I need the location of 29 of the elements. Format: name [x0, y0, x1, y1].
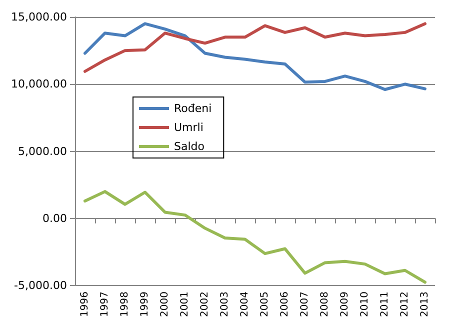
line-series	[83, 22, 426, 73]
x-tick-label: 2006	[279, 292, 290, 318]
x-tick-label: 1998	[119, 292, 130, 318]
y-tick-label: 15,000.00	[11, 10, 67, 24]
y-tick-label: -5,000.00	[14, 279, 67, 292]
x-tick-label: 2013	[420, 292, 430, 318]
y-tick-label: 10,000.00	[11, 78, 67, 91]
line-series	[83, 190, 426, 284]
x-tick-label: 2010	[359, 292, 370, 318]
legend-label: Saldo	[174, 140, 205, 153]
x-tick-label: 2000	[159, 292, 170, 318]
legend-label: Rođeni	[174, 102, 212, 115]
x-tick-label: 1997	[99, 292, 110, 318]
x-tick-label: 2007	[299, 292, 310, 318]
x-tick-label: 2001	[179, 292, 190, 318]
x-tick-label: 2004	[239, 292, 250, 318]
y-tick-label: 0.00	[42, 212, 67, 225]
x-tick-label: 2008	[319, 292, 330, 318]
y-tick-label: 5,000.00	[18, 144, 67, 158]
x-tick-label: 1996	[79, 292, 90, 318]
x-tick-label: 2012	[400, 292, 410, 318]
legend-label: Umrli	[174, 121, 204, 134]
x-tick-label: 1999	[139, 292, 150, 318]
x-tick-label: 2005	[259, 292, 270, 318]
x-tick-label: 2011	[380, 292, 390, 318]
x-tick-label: 2002	[199, 292, 210, 318]
x-tick-label: 2003	[219, 292, 230, 318]
x-tick-label: 2009	[339, 292, 350, 318]
line-series	[83, 22, 426, 92]
